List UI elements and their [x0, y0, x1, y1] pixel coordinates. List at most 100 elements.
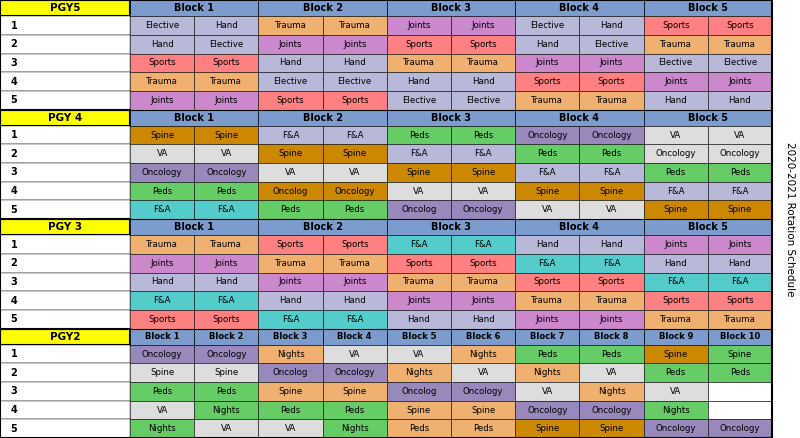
Text: Joints: Joints	[535, 314, 559, 324]
Bar	[708, 272, 772, 291]
Bar	[194, 345, 258, 364]
Text: Trauma: Trauma	[338, 21, 370, 30]
Bar	[0, 345, 130, 364]
Text: Sports: Sports	[726, 296, 754, 305]
Text: Sports: Sports	[726, 21, 754, 30]
Text: Trauma: Trauma	[274, 259, 306, 268]
Text: Block 5: Block 5	[688, 222, 728, 232]
Bar	[258, 0, 386, 16]
Bar	[515, 0, 643, 16]
Text: VA: VA	[478, 368, 489, 377]
Bar	[515, 382, 579, 401]
Text: F&A: F&A	[538, 168, 556, 177]
Bar	[643, 272, 708, 291]
Bar	[130, 254, 194, 272]
Bar	[130, 419, 194, 438]
Text: Peds: Peds	[730, 168, 750, 177]
Bar	[387, 91, 451, 110]
Text: Oncology: Oncology	[655, 424, 696, 433]
Text: Oncolog: Oncolog	[273, 187, 308, 195]
Text: Elective: Elective	[530, 21, 565, 30]
Text: Spine: Spine	[150, 131, 174, 140]
Bar	[387, 53, 451, 72]
Bar	[579, 72, 644, 91]
Text: Peds: Peds	[666, 368, 686, 377]
Text: Hand: Hand	[215, 277, 238, 286]
Bar	[0, 72, 130, 91]
Text: 5: 5	[10, 314, 18, 324]
Text: Oncolog: Oncolog	[273, 368, 308, 377]
Text: Joints: Joints	[278, 277, 302, 286]
Text: Oncology: Oncology	[334, 187, 375, 195]
Text: 2: 2	[10, 148, 18, 159]
Text: VA: VA	[285, 168, 296, 177]
Text: VA: VA	[285, 424, 296, 433]
Bar	[515, 310, 579, 328]
Bar	[643, 163, 708, 182]
Text: 4: 4	[10, 296, 18, 306]
Text: VA: VA	[734, 131, 746, 140]
Bar	[579, 291, 644, 310]
Bar	[708, 254, 772, 272]
Bar	[130, 382, 194, 401]
Text: Block 7: Block 7	[530, 332, 565, 341]
Bar	[130, 53, 194, 72]
Bar	[258, 72, 322, 91]
Text: VA: VA	[542, 387, 553, 396]
Bar	[387, 126, 451, 145]
Text: Sports: Sports	[598, 77, 626, 86]
Text: Spine: Spine	[728, 205, 752, 214]
Text: 3: 3	[10, 167, 18, 177]
Bar	[0, 310, 130, 328]
Text: Nights: Nights	[662, 406, 690, 414]
Bar	[515, 163, 579, 182]
Text: Peds: Peds	[216, 187, 237, 195]
Text: Peds: Peds	[409, 131, 429, 140]
Bar	[258, 163, 322, 182]
Bar	[258, 219, 386, 235]
Bar	[643, 0, 772, 16]
Bar	[387, 328, 451, 345]
Text: Joints: Joints	[600, 314, 623, 324]
Bar	[708, 16, 772, 35]
Bar	[643, 364, 708, 382]
Bar	[708, 182, 772, 200]
Text: 1: 1	[10, 21, 18, 31]
Bar	[194, 291, 258, 310]
Bar	[515, 235, 579, 254]
Text: Sports: Sports	[662, 296, 690, 305]
Bar	[0, 182, 130, 200]
Text: Block 9: Block 9	[658, 332, 693, 341]
Bar	[579, 419, 644, 438]
Text: Elective: Elective	[209, 40, 243, 49]
Text: Nights: Nights	[405, 368, 433, 377]
Text: 2: 2	[10, 258, 18, 268]
Bar	[451, 345, 515, 364]
Text: Peds: Peds	[280, 205, 301, 214]
Text: Trauma: Trauma	[467, 277, 499, 286]
Bar	[643, 419, 708, 438]
Text: Nights: Nights	[213, 406, 240, 414]
Bar	[708, 345, 772, 364]
Text: Sports: Sports	[213, 314, 240, 324]
Bar	[451, 254, 515, 272]
Bar	[579, 182, 644, 200]
Bar	[387, 272, 451, 291]
Bar	[322, 328, 387, 345]
Text: Joints: Joints	[343, 40, 366, 49]
Bar	[322, 345, 387, 364]
Text: Block 1: Block 1	[174, 3, 214, 13]
Bar	[387, 235, 451, 254]
Text: Block 6: Block 6	[466, 332, 500, 341]
Text: Spine: Spine	[406, 168, 431, 177]
Text: Hand: Hand	[407, 314, 430, 324]
Text: Spine: Spine	[214, 368, 238, 377]
Text: Hand: Hand	[536, 40, 558, 49]
Bar	[322, 35, 387, 53]
Bar	[322, 163, 387, 182]
Bar	[194, 401, 258, 419]
Bar	[451, 182, 515, 200]
Bar	[515, 254, 579, 272]
Text: Trauma: Trauma	[403, 58, 435, 67]
Text: F&A: F&A	[538, 259, 556, 268]
